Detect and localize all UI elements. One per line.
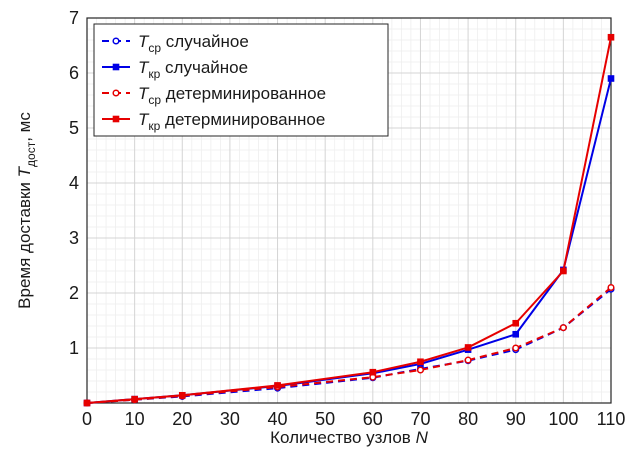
data-point bbox=[178, 392, 186, 399]
legend-entry-sub: кр bbox=[148, 67, 160, 81]
series-3 bbox=[83, 33, 615, 407]
x-axis-label-var: N bbox=[416, 428, 429, 447]
data-point bbox=[417, 358, 424, 366]
data-point bbox=[131, 395, 138, 403]
x-tick-label: 100 bbox=[548, 409, 578, 429]
x-tick-label: 80 bbox=[458, 409, 478, 429]
data-point bbox=[607, 75, 615, 82]
data-point bbox=[83, 399, 91, 407]
y-tick-label: 3 bbox=[69, 228, 79, 248]
data-point bbox=[512, 344, 520, 352]
legend-swatch-marker bbox=[112, 63, 120, 71]
legend-entry: Tкр случайное bbox=[138, 58, 248, 81]
x-tick-label: 0 bbox=[82, 409, 92, 429]
legend-swatch-marker bbox=[112, 37, 120, 45]
legend-entry-var: T bbox=[138, 110, 150, 129]
y-axis-label-var: T bbox=[15, 165, 34, 177]
x-tick-label: 110 bbox=[597, 409, 626, 429]
legend-entry-var: T bbox=[138, 84, 150, 103]
x-tick-label: 40 bbox=[268, 409, 288, 429]
y-tick-label: 2 bbox=[69, 283, 79, 303]
data-point bbox=[607, 283, 615, 292]
x-tick-label: 30 bbox=[220, 409, 240, 429]
data-point bbox=[464, 344, 472, 351]
legend-entry-var: T bbox=[138, 32, 150, 51]
series-layer bbox=[83, 33, 615, 407]
data-point bbox=[559, 324, 567, 332]
x-tick-label: 90 bbox=[506, 409, 526, 429]
data-point bbox=[560, 267, 567, 275]
y-tick-label: 7 bbox=[69, 8, 79, 28]
data-point bbox=[464, 356, 472, 364]
legend-entry: Tср детерминированное bbox=[138, 84, 326, 107]
legend-entry-sub: ср bbox=[148, 41, 161, 55]
y-tick-labels: 1 2 3 4 5 6 7 bbox=[69, 8, 79, 358]
x-tick-label: 10 bbox=[125, 409, 145, 429]
legend-swatch-marker bbox=[112, 89, 120, 97]
legend-swatch-marker bbox=[112, 115, 120, 123]
x-axis-label-text: Количество узлов bbox=[270, 428, 415, 447]
legend-entry-text: случайное bbox=[160, 58, 248, 77]
x-tick-label: 50 bbox=[315, 409, 335, 429]
legend-box bbox=[93, 23, 389, 137]
data-point bbox=[274, 382, 281, 389]
y-tick-label: 6 bbox=[69, 63, 79, 83]
data-point bbox=[416, 366, 425, 374]
plot-frame bbox=[86, 17, 612, 404]
legend-entry-text: детерминированное bbox=[161, 84, 326, 103]
legend-entry-var: T bbox=[138, 58, 150, 77]
data-point bbox=[512, 319, 520, 327]
y-axis-label: Время доставки Tдост, мс bbox=[15, 112, 38, 309]
legend-entry-text: детерминированное bbox=[160, 110, 325, 129]
legend-entry-text: случайное bbox=[161, 32, 249, 51]
y-axis-label-unit: , мс bbox=[15, 112, 34, 142]
y-axis-label-text: Время доставки bbox=[15, 177, 34, 308]
x-axis-label: Количество узлов N bbox=[270, 428, 428, 447]
series-line bbox=[86, 286, 612, 404]
legend-entry-sub: кр bbox=[148, 119, 160, 133]
legend-entry: Tср случайное bbox=[138, 32, 249, 55]
legend-entry: Tкр детерминированное bbox=[138, 110, 325, 133]
y-tick-label: 5 bbox=[69, 118, 79, 138]
data-point bbox=[512, 330, 520, 338]
x-tick-label: 70 bbox=[410, 409, 430, 429]
series-line bbox=[86, 37, 612, 404]
y-tick-label: 1 bbox=[69, 338, 79, 358]
x-tick-label: 20 bbox=[172, 409, 192, 429]
y-tick-label: 4 bbox=[69, 173, 79, 193]
x-tick-labels: 0 10 20 30 40 50 60 70 80 90 100 110 bbox=[82, 409, 625, 429]
data-point bbox=[369, 368, 377, 376]
data-point bbox=[607, 33, 615, 41]
legend-entry-sub: ср bbox=[148, 93, 161, 107]
x-tick-label: 60 bbox=[363, 409, 383, 429]
y-axis-label-sub: дост bbox=[24, 141, 38, 167]
